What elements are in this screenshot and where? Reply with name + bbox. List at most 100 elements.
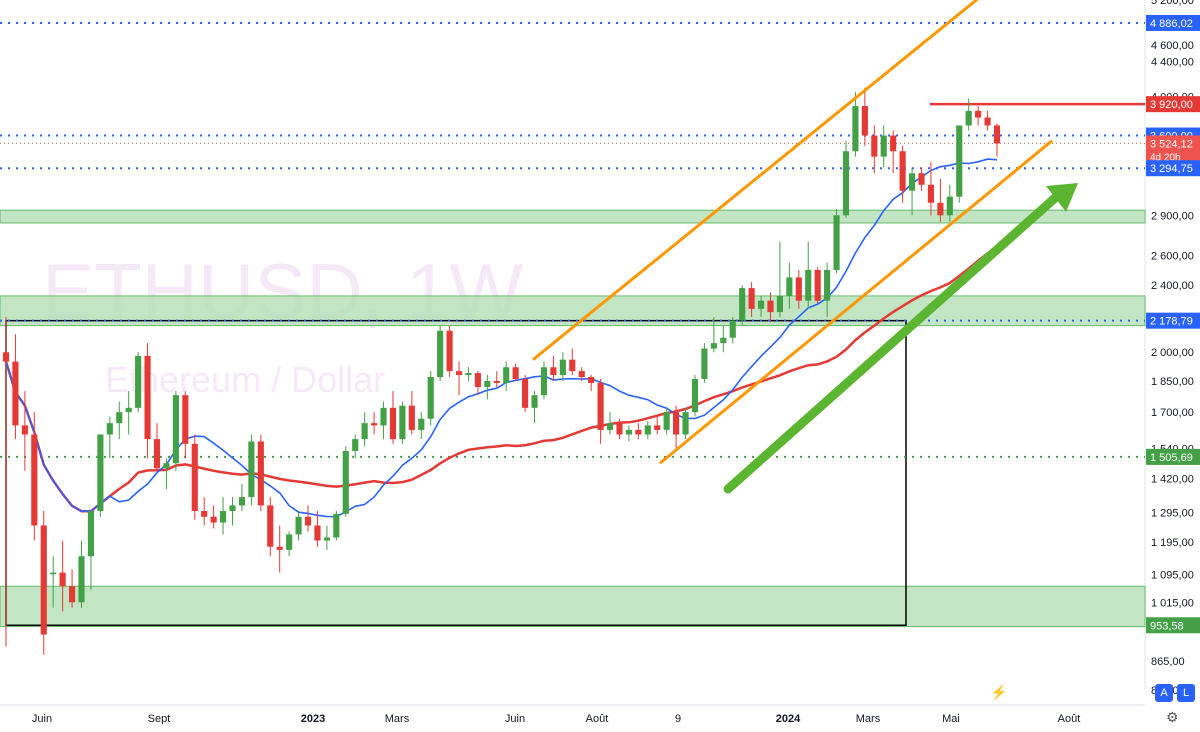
price-tick: 2 400,00 [1151, 280, 1194, 292]
candle [371, 423, 378, 426]
price-label-bg-1 [1146, 14, 1200, 31]
candle [654, 425, 661, 430]
candle [437, 330, 444, 378]
candle [625, 429, 632, 435]
time-tick: Juin [32, 713, 52, 725]
candle [314, 525, 321, 541]
candle [68, 586, 76, 603]
candle [210, 516, 217, 523]
candle [956, 125, 963, 197]
candle [701, 348, 708, 379]
candle [408, 405, 415, 430]
time-tick: 2024 [776, 713, 801, 725]
price-countdown: 4d 20h [1150, 152, 1181, 163]
price-label: 3 294,75 [1150, 163, 1193, 175]
candle [399, 405, 406, 440]
candle [540, 367, 548, 396]
bullish-arrow-head [1046, 183, 1078, 212]
candle [172, 395, 179, 464]
candle [531, 395, 538, 408]
candle [673, 412, 680, 435]
candle [229, 505, 236, 512]
candle [323, 537, 330, 541]
candle [87, 511, 95, 557]
lightning-icon[interactable]: ⚡ [990, 684, 1008, 700]
candle [163, 463, 170, 469]
candle [852, 106, 859, 152]
candle [522, 378, 529, 408]
price-label: 953,58 [1150, 620, 1184, 632]
price-tick: 2 900,00 [1151, 210, 1194, 222]
candle [786, 277, 793, 296]
candle [984, 117, 991, 126]
price-tick: 2 600,00 [1151, 251, 1194, 263]
candle [795, 277, 802, 301]
price-tick: 865,00 [1151, 656, 1185, 668]
candle [238, 497, 246, 506]
candle [182, 395, 189, 444]
candle [842, 151, 850, 216]
candle [975, 110, 982, 118]
candle [691, 378, 699, 413]
candle [606, 423, 614, 430]
candle [201, 511, 208, 517]
candle [106, 423, 113, 435]
price-tick: 1 015,00 [1151, 597, 1194, 609]
time-tick: Juin [505, 713, 525, 725]
price-label-bg-5 [1146, 96, 1200, 113]
candle [739, 288, 746, 321]
candle [493, 380, 500, 383]
candle [286, 534, 293, 550]
time-tick: Mars [385, 713, 410, 725]
gear-icon[interactable]: ⚙ [1166, 709, 1179, 725]
candle [578, 371, 585, 378]
candle [97, 434, 104, 512]
candle [2, 352, 10, 362]
moving-average-fast [5, 158, 998, 518]
candle [588, 377, 595, 383]
candle [125, 407, 132, 413]
candle [465, 373, 472, 376]
candle [616, 423, 623, 435]
candle [644, 425, 651, 435]
price-tick: 2 000,00 [1151, 347, 1194, 359]
time-tick: 9 [675, 713, 681, 725]
candle [153, 439, 161, 469]
candle [918, 173, 925, 185]
price-label: 3 920,00 [1150, 99, 1193, 111]
candle [455, 371, 463, 376]
candle [720, 337, 727, 344]
candle [710, 343, 717, 349]
log-scale-button[interactable]: L [1177, 684, 1195, 702]
candle [993, 125, 1001, 144]
price-tick: 1 195,00 [1151, 537, 1194, 549]
moving-average-slow [4, 245, 998, 513]
candle [927, 184, 935, 203]
candle [418, 418, 425, 430]
watermark-description: Ethereum / Dollar [105, 359, 385, 400]
candle [361, 423, 368, 440]
price-tick: 5 200,00 [1151, 0, 1194, 7]
auto-scale-button[interactable]: A [1155, 684, 1173, 702]
price-label-bg-8 [1146, 160, 1200, 177]
candle [21, 425, 28, 435]
price-tick: 1 095,00 [1151, 569, 1194, 581]
candle [333, 513, 340, 538]
price-tick: 1 850,00 [1151, 376, 1194, 388]
support-zone-2 [0, 585, 1146, 628]
price-label: 3 524,12 [1150, 138, 1193, 150]
price-label-bg-7 [1146, 135, 1200, 164]
candle [503, 367, 510, 383]
candle [776, 295, 783, 313]
time-tick: Mai [942, 713, 960, 725]
candle [135, 355, 142, 408]
channel-upper-line [532, 0, 979, 361]
price-tick: 1 420,00 [1151, 473, 1194, 485]
candle [965, 110, 972, 126]
candle [295, 516, 302, 535]
candle [78, 556, 85, 603]
price-label: 1 505,69 [1150, 452, 1193, 464]
time-tick: Mars [856, 713, 881, 725]
